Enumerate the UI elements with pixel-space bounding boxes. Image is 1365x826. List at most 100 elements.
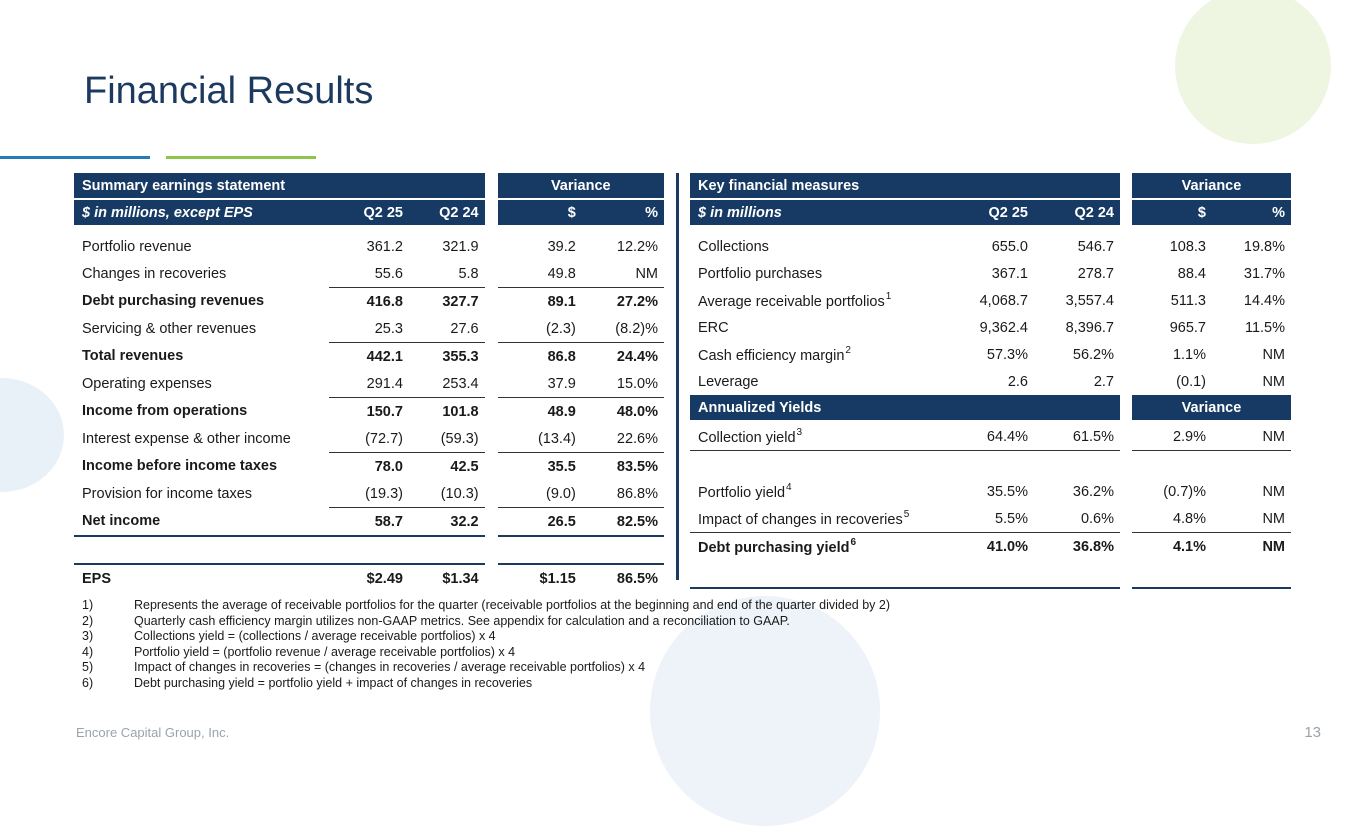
cell-var-pct: NM bbox=[1262, 538, 1285, 555]
units-label: $ in millions bbox=[690, 200, 948, 225]
row-label: Income from operations bbox=[82, 403, 248, 420]
row-label: Debt purchasing revenues bbox=[82, 293, 265, 310]
cell-q2-25: $2.49 bbox=[329, 563, 409, 592]
cell-q2-25: 4,068.7 bbox=[979, 292, 1028, 309]
cell-var-dollar: 35.5 bbox=[547, 458, 576, 475]
variance-header: Variance bbox=[1132, 395, 1291, 420]
cell-var-dollar: 1.1% bbox=[1172, 346, 1206, 363]
row-label: Impact of changes in recoveries5 bbox=[690, 505, 948, 533]
col-dollar: $ bbox=[1132, 200, 1212, 225]
row-label: Interest expense & other income bbox=[82, 430, 291, 447]
cell-q2-24: 327.7 bbox=[442, 293, 479, 310]
table-subheader-row: $ in millions Q2 25 Q2 24 $ % bbox=[690, 200, 1291, 225]
cell-var-pct: NM bbox=[581, 260, 664, 288]
col-q2-25: Q2 25 bbox=[329, 200, 409, 225]
cell-q2-25: 291.4 bbox=[329, 370, 409, 398]
cell-q2-25: 9,362.4 bbox=[979, 319, 1028, 336]
cell-q2-24: 5.8 bbox=[408, 260, 485, 288]
cell-var-dollar: 511.3 bbox=[1170, 292, 1206, 309]
company-footer: Encore Capital Group, Inc. bbox=[76, 725, 230, 740]
table-row: Leverage 2.6 2.7 (0.1) NM bbox=[690, 368, 1291, 395]
cell-q2-25: 25.3 bbox=[329, 315, 409, 343]
row-label: Changes in recoveries bbox=[82, 265, 227, 282]
table-row: Collections 655.0 546.7 108.3 19.8% bbox=[690, 233, 1291, 260]
cell-q2-25: 55.6 bbox=[329, 260, 409, 288]
table-row: EPS $2.49 $1.34 $1.15 86.5% bbox=[74, 563, 664, 592]
cell-var-pct: NM bbox=[1212, 423, 1291, 451]
row-label: Debt purchasing yield6 bbox=[698, 537, 857, 556]
footnote-ref: 5 bbox=[903, 509, 910, 520]
row-label: Portfolio yield4 bbox=[698, 482, 792, 501]
table-row: Provision for income taxes (19.3) (10.3)… bbox=[74, 480, 664, 508]
cell-q2-25: (19.3) bbox=[329, 480, 409, 508]
cell-var-dollar: 4.8% bbox=[1132, 505, 1212, 533]
cell-var-dollar: 88.4 bbox=[1177, 265, 1206, 282]
cell-q2-24: $1.34 bbox=[408, 563, 485, 592]
cell-var-dollar: 2.9% bbox=[1132, 423, 1212, 451]
cell-q2-24: 321.9 bbox=[442, 238, 479, 255]
footnote-ref: 1 bbox=[885, 291, 892, 302]
page-title: Financial Results bbox=[84, 70, 374, 112]
row-label: Portfolio purchases bbox=[698, 265, 823, 282]
col-dollar: $ bbox=[497, 200, 582, 225]
cell-var-pct: NM bbox=[1212, 505, 1291, 533]
footnote: 6) Debt purchasing yield = portfolio yiel… bbox=[82, 675, 533, 690]
cell-q2-24: 278.7 bbox=[1077, 265, 1114, 282]
key-financial-measures-table: Key financial measures Variance $ in mil… bbox=[690, 173, 1291, 589]
cell-q2-24: 546.7 bbox=[1077, 238, 1114, 255]
cell-var-dollar: 86.8 bbox=[547, 348, 576, 365]
decor-circle-left bbox=[0, 378, 64, 492]
yields-header-row: Annualized Yields Variance bbox=[690, 395, 1291, 420]
table-subheader-row: $ in millions, except EPS Q2 25 Q2 24 $ … bbox=[74, 200, 664, 225]
table-row: Average receivable portfolios1 4,068.7 3… bbox=[690, 287, 1291, 314]
decor-circle-top-right bbox=[1175, 0, 1331, 144]
page-number: 13 bbox=[1304, 724, 1321, 741]
cell-var-pct: 86.8% bbox=[581, 480, 664, 508]
footnote: 4) Portfolio yield = (portfolio revenue /… bbox=[82, 644, 516, 659]
cell-q2-25: 58.7 bbox=[329, 507, 409, 537]
row-label: Portfolio revenue bbox=[82, 238, 192, 255]
cell-q2-25: 442.1 bbox=[366, 348, 403, 365]
cell-var-dollar: (0.1) bbox=[1176, 373, 1206, 390]
cell-var-pct: (8.2)% bbox=[581, 315, 664, 343]
cell-q2-24: 8,396.7 bbox=[1065, 319, 1114, 336]
cell-var-pct: NM bbox=[1262, 346, 1285, 363]
table-row: Debt purchasing yield6 41.0% 36.8% 4.1% … bbox=[690, 533, 1291, 561]
cell-var-dollar: 108.3 bbox=[1169, 238, 1206, 255]
summary-earnings-header: Summary earnings statement bbox=[74, 173, 485, 198]
footnote-ref: 6 bbox=[850, 537, 857, 548]
cell-q2-24: 56.2% bbox=[1072, 346, 1114, 363]
row-label: Net income bbox=[74, 507, 330, 537]
cell-var-dollar: (13.4) bbox=[497, 425, 582, 453]
table-row: Total revenues 442.1 355.3 86.8 24.4% bbox=[74, 343, 664, 371]
col-pct: % bbox=[581, 200, 664, 225]
cell-q2-25: 2.6 bbox=[1007, 373, 1028, 390]
cell-q2-24: 36.2% bbox=[1072, 483, 1114, 500]
cell-var-pct: 22.6% bbox=[581, 425, 664, 453]
table-row: Servicing & other revenues 25.3 27.6 (2.… bbox=[74, 315, 664, 343]
cell-q2-24: 3,557.4 bbox=[1065, 292, 1114, 309]
row-label: Cash efficiency margin2 bbox=[698, 345, 851, 364]
variance-header: Variance bbox=[1132, 173, 1291, 198]
footnote-ref: 4 bbox=[786, 482, 792, 493]
footnote: 3) Collections yield = (collections / ave… bbox=[82, 629, 496, 643]
cell-var-dollar: (2.3) bbox=[497, 315, 582, 343]
cell-var-pct: 11.5% bbox=[1244, 319, 1285, 336]
cell-var-dollar: 965.7 bbox=[1169, 319, 1206, 336]
row-label: Income before income taxes bbox=[82, 458, 278, 475]
cell-q2-25: 35.5% bbox=[986, 483, 1028, 500]
cell-q2-25: 655.0 bbox=[991, 238, 1028, 255]
cell-var-pct: 31.7% bbox=[1243, 265, 1285, 282]
table-divider bbox=[676, 173, 679, 580]
footnote-ref: 3 bbox=[796, 427, 803, 438]
cell-q2-24: 61.5% bbox=[1034, 423, 1120, 451]
cell-q2-25: 150.7 bbox=[366, 403, 403, 420]
table-header-row: Key financial measures Variance bbox=[690, 173, 1291, 198]
cell-var-dollar: $1.15 bbox=[497, 563, 582, 592]
cell-q2-24: 2.7 bbox=[1093, 373, 1114, 390]
cell-q2-25: 78.0 bbox=[374, 458, 403, 475]
title-underline-blue bbox=[0, 156, 150, 159]
cell-var-pct: 82.5% bbox=[581, 507, 664, 537]
footnote: 1) Represents the average of receivable p… bbox=[82, 598, 891, 612]
cell-var-pct: 27.2% bbox=[616, 293, 658, 310]
